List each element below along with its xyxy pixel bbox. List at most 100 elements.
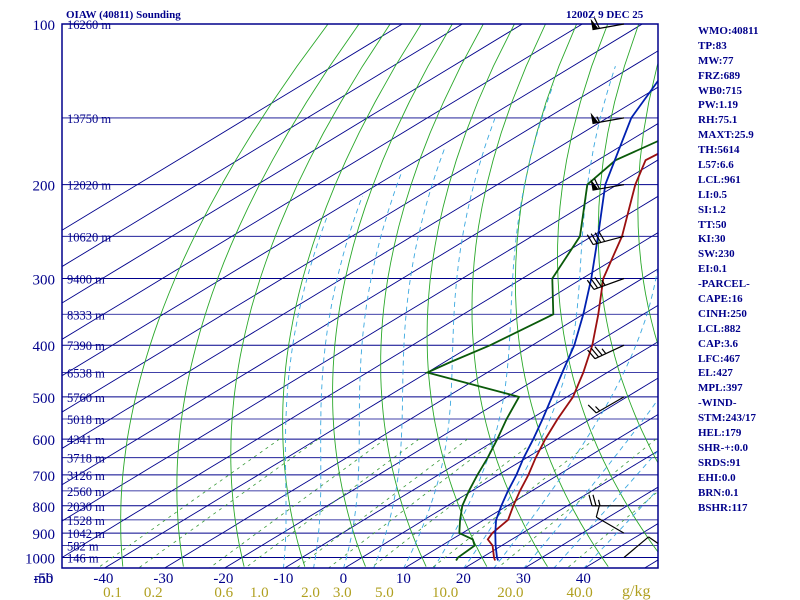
barb-full (593, 17, 600, 29)
barb-staff (592, 235, 625, 246)
barb-full (592, 494, 597, 506)
isotherm-line (343, 377, 658, 568)
pressure-tick-label: 200 (33, 179, 56, 195)
temperature-tick-label: 30 (516, 571, 531, 587)
barb-full (588, 494, 593, 506)
barb-half (595, 406, 601, 412)
barb-full (587, 404, 597, 414)
dry-adiabat (471, 24, 548, 567)
height-label: 5018 m (67, 413, 105, 427)
wind-barb (587, 396, 625, 414)
isotherm-line (62, 159, 658, 522)
temperature-profile (486, 152, 658, 561)
barb-staff (594, 344, 625, 360)
index-item: BRN:0.1 (698, 486, 739, 499)
barb-full (590, 233, 598, 244)
height-label: 7390 m (67, 339, 105, 353)
index-item: EHI:0.0 (698, 471, 736, 484)
temperature-tick-label: -20 (213, 571, 233, 587)
dry-adiabat (120, 24, 329, 567)
wind-barb (587, 344, 625, 360)
moist-adiabat (313, 195, 363, 568)
mixing-ratio-tick-label: 0.1 (103, 585, 122, 600)
barb-full (595, 505, 600, 518)
isotherm-line (163, 268, 658, 568)
index-item: EI:0.1 (698, 263, 728, 276)
wind-barb (588, 494, 624, 507)
isotherm-line (62, 24, 643, 377)
temperature-tick-label: 40 (576, 571, 591, 587)
valid-time: 1200Z 9 DEC 25 (566, 9, 644, 21)
height-label: 146 m (67, 552, 99, 566)
mixing-ratio-tick-label: 10.0 (432, 585, 458, 600)
isotherm-line (583, 523, 658, 568)
height-label: 13750 m (67, 112, 111, 126)
index-item: FRZ:689 (698, 69, 741, 82)
dry-adiabat (176, 24, 360, 567)
temperature-tick-label: -10 (273, 571, 293, 587)
height-label: 12020 m (67, 179, 111, 193)
index-item: TT:50 (698, 218, 727, 231)
barb-staff (592, 184, 625, 191)
mixing-ratio-line (138, 438, 319, 568)
mixing-ratio-unit: g/kg (622, 583, 650, 600)
mixing-ratio-line (244, 438, 420, 568)
barb-staff (623, 536, 649, 558)
wind-barb (590, 17, 625, 31)
barb-full (594, 277, 602, 288)
pressure-tick-label: 1000 (25, 552, 55, 568)
barb-half (601, 279, 606, 286)
index-item: L57:6.6 (698, 159, 734, 172)
height-label: 582 m (67, 540, 99, 554)
barb-half (596, 116, 600, 123)
temperature-tick-label: 10 (396, 571, 411, 587)
index-item: SHR-+:0.0 (698, 441, 748, 454)
mixing-ratio-line (295, 438, 468, 568)
height-label: 5760 m (67, 391, 105, 405)
dry-adiabat (426, 24, 515, 567)
isotherm-line (62, 24, 523, 304)
temperature-tick-label: -50 (33, 571, 53, 587)
index-item: -WIND- (698, 397, 737, 410)
mixing-ratio-tick-label: 1.0 (250, 585, 269, 600)
wind-barb (590, 178, 625, 191)
barb-flag (590, 179, 599, 191)
temperature-tick-label: 0 (340, 571, 348, 587)
height-label: 16260 m (67, 18, 111, 32)
moist-adiabat (493, 264, 658, 568)
pressure-tick-label: 100 (33, 18, 56, 34)
isotherm-line (62, 50, 658, 413)
barb-half (597, 499, 601, 506)
moist-adiabat (282, 216, 328, 568)
index-item: WMO:40811 (698, 25, 759, 37)
pressure-tick-label: 800 (33, 500, 56, 516)
barb-full (590, 347, 600, 358)
dry-adiabat (230, 24, 391, 567)
height-label: 1528 m (67, 514, 105, 528)
moist-adiabat (343, 172, 402, 568)
temperature-tick-label: -40 (93, 571, 113, 587)
mixing-ratio-line (327, 438, 498, 568)
pressure-axis-label: mb (34, 571, 53, 587)
index-item: BSHR:117 (698, 501, 748, 514)
index-item: WB0:715 (698, 84, 742, 97)
barb-full (590, 278, 599, 289)
height-label: 6538 m (67, 366, 105, 380)
pressure-tick-label: 700 (33, 469, 56, 485)
barb-staff (593, 277, 625, 290)
mixing-ratio-line (431, 438, 595, 568)
barb-staff (592, 117, 625, 125)
barb-full (586, 279, 595, 290)
index-item: -PARCEL- (698, 278, 750, 291)
index-item: SRDS:91 (698, 456, 741, 469)
temperature-tick-label: 20 (456, 571, 471, 587)
wind-barb (586, 231, 625, 246)
moist-adiabat (553, 449, 658, 568)
index-item: MAXT:25.9 (698, 129, 754, 142)
isotherm-line (403, 413, 658, 568)
barb-full (587, 349, 596, 360)
isotherm-line (62, 86, 658, 449)
index-item: HEL:179 (698, 427, 742, 440)
isotherm-line (283, 341, 658, 568)
barb-full (598, 231, 606, 242)
